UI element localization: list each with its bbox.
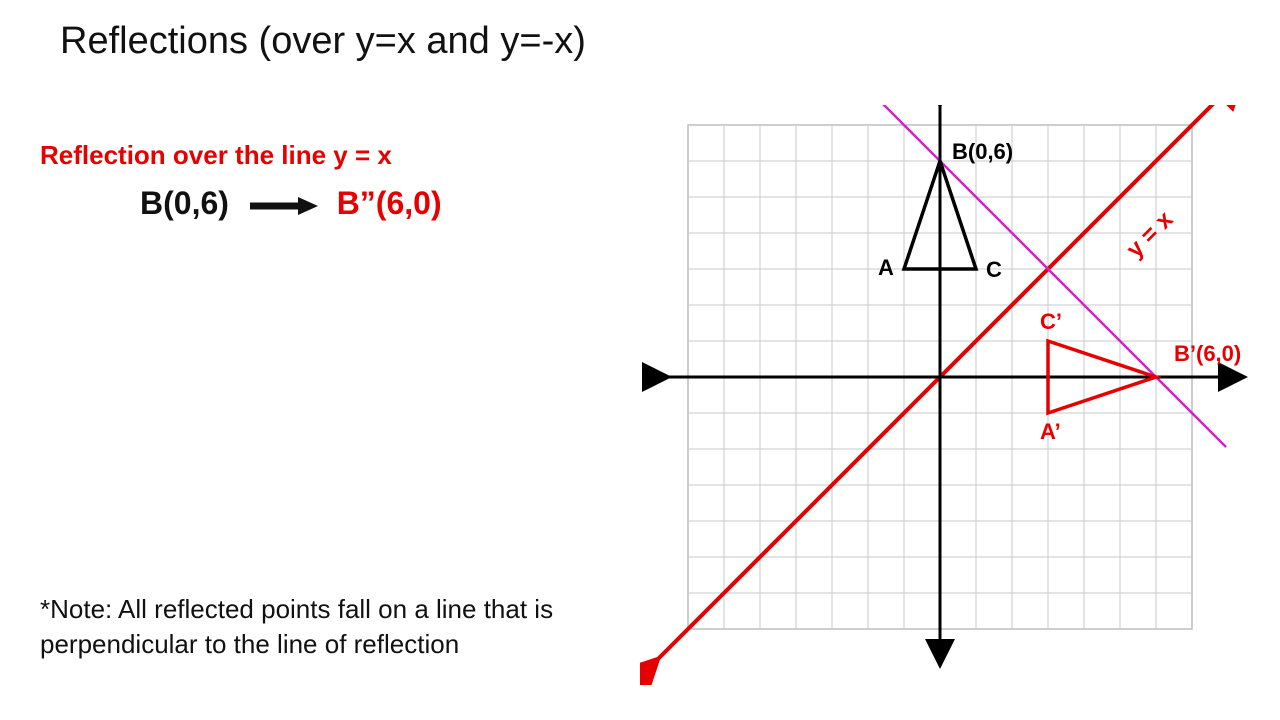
section-subtitle: Reflection over the line y = x <box>40 140 392 171</box>
perpendicular-line <box>880 105 1226 447</box>
line-y-equals-x-label: y = x <box>1121 205 1179 263</box>
triangle-preimage-label-b: B(0,6) <box>952 139 1013 164</box>
mapping-row: B(0,6) B”(6,0) <box>140 185 442 224</box>
triangle-image-label-c: C’ <box>1040 309 1062 334</box>
mapping-rhs: B”(6,0) <box>337 185 442 221</box>
page-title: Reflections (over y=x and y=-x) <box>60 20 586 63</box>
triangle-image-label-a: A’ <box>1040 419 1061 444</box>
arrow-right-icon <box>248 187 318 224</box>
mapping-lhs: B(0,6) <box>140 185 229 221</box>
coordinate-graph: A B(0,6) C A’ B’(6,0) C’ y = x <box>640 105 1260 690</box>
triangle-image-label-b: B’(6,0) <box>1174 341 1241 366</box>
line-y-equals-x <box>650 105 1236 667</box>
triangle-preimage-label-a: A <box>878 255 894 280</box>
triangle-preimage-label-c: C <box>986 257 1002 282</box>
footnote: *Note: All reflected points fall on a li… <box>40 592 600 662</box>
